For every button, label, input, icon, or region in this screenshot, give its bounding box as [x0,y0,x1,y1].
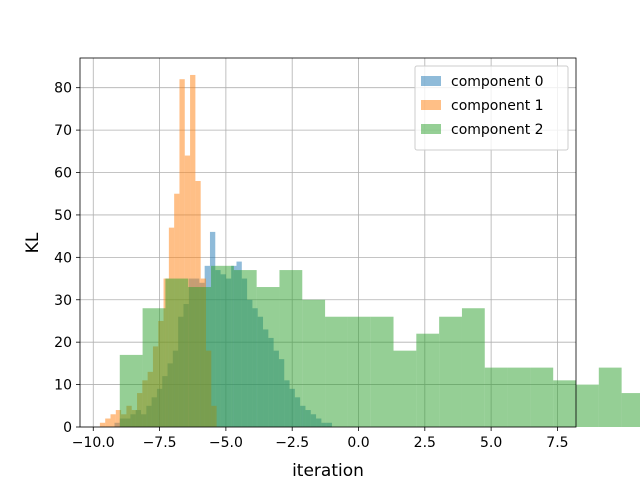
legend: component 0 component 1 component 2 [414,65,569,151]
bar-series-2-bin-16 [484,367,508,427]
bar-series-2-bin-10 [347,316,371,427]
y-tick-label: 30 [54,293,72,309]
y-tick-label: 50 [54,208,72,224]
bar-series-2-bin-3 [188,287,212,427]
y-tick-label: 80 [54,81,72,97]
bar-series-2-bin-2 [165,278,189,427]
bar-series-1-bin-1 [105,418,111,427]
bars [99,74,640,427]
x-tick-label: −2.5 [275,435,309,451]
bar-series-2-bin-19 [553,380,576,427]
x-tick-label: 2.5 [414,435,436,451]
bar-series-1-bin-2 [110,414,116,427]
bar-series-2-bin-7 [279,270,303,427]
bar-series-1-bin-15 [179,79,185,427]
y-tick-label: 70 [54,123,72,139]
series-2 [119,265,640,427]
bar-series-2-bin-21 [598,367,622,427]
bar-series-2-bin-5 [233,270,257,427]
bar-series-2-bin-13 [416,333,440,427]
bar-series-2-bin-8 [302,299,326,427]
y-axis-label: KL [23,232,43,253]
y-tick-label: 10 [54,378,72,394]
bar-series-2-bin-4 [211,265,234,427]
bar-series-1-bin-3 [115,410,122,427]
x-tick-label: 5.0 [480,435,502,451]
bar-series-2-bin-6 [256,287,280,427]
x-axis-label: iteration [292,461,364,480]
x-tick-label: −10.0 [72,435,115,451]
bar-series-1-bin-0 [99,422,106,427]
y-tick-label: 20 [54,335,72,351]
y-axis-ticks: 0 10 20 30 40 50 60 70 80 [54,81,80,436]
legend-swatch-1 [421,100,441,110]
legend-box [414,65,569,151]
bar-series-2-bin-22 [621,393,640,427]
bar-series-1-bin-17 [190,74,196,427]
x-tick-label: 0.0 [347,435,369,451]
bar-series-2-bin-20 [576,384,599,427]
bar-series-2-bin-18 [530,367,554,427]
bar-series-2-bin-0 [119,354,143,427]
legend-label-2: component 2 [451,122,544,138]
legend-label-0: component 0 [451,74,544,90]
bar-series-2-bin-17 [507,367,531,427]
x-axis-ticks: −10.0 −7.5 −5.0 −2.5 0.0 2.5 5.0 7.5 [72,427,569,451]
bar-series-2-bin-14 [439,316,462,427]
x-tick-label: −7.5 [143,435,177,451]
legend-swatch-2 [421,124,441,134]
plot-frame [79,57,577,428]
x-tick-label: 7.5 [546,435,568,451]
bar-series-2-bin-1 [142,308,166,427]
y-tick-label: 40 [54,250,72,266]
bar-series-2-bin-9 [325,316,348,427]
y-tick-label: 60 [54,166,72,182]
bar-series-2-bin-11 [370,316,394,427]
x-tick-label: −5.0 [209,435,243,451]
legend-label-1: component 1 [451,98,544,114]
y-tick-label: 0 [63,420,72,436]
bar-series-2-bin-15 [461,308,485,427]
bar-series-2-bin-12 [393,350,417,427]
legend-swatch-0 [421,76,441,86]
